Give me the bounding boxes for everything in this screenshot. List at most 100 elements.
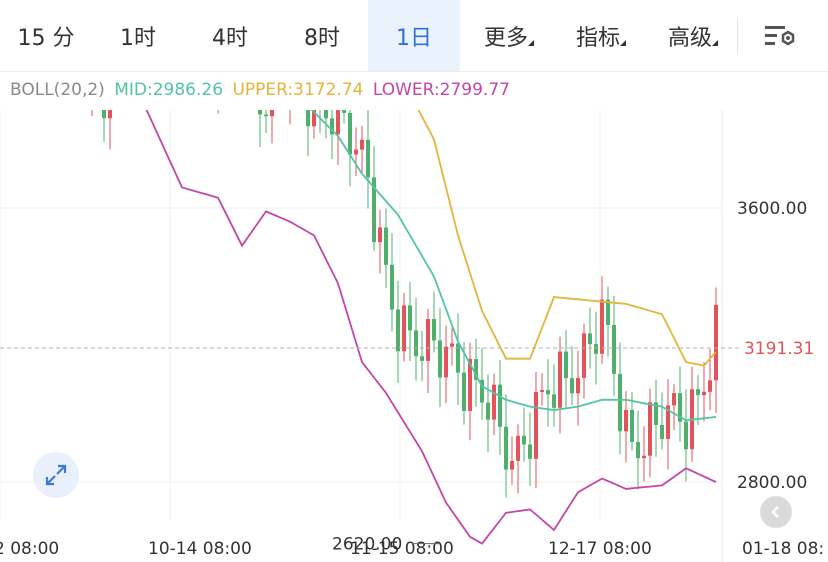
candle-body	[396, 309, 400, 352]
candle-body	[336, 110, 340, 135]
candle-body	[576, 377, 580, 394]
candle-body	[306, 110, 310, 127]
candle-body	[564, 351, 568, 379]
x-tick-label: 01-18 08:	[742, 539, 824, 559]
candle-body	[492, 384, 496, 420]
boll-upper: UPPER:3172.74	[232, 80, 364, 100]
candle-body	[456, 343, 460, 373]
candle-body	[480, 379, 484, 403]
candle-body	[654, 402, 658, 425]
candle-body	[588, 333, 592, 345]
candle-body	[384, 227, 388, 265]
candle-body	[666, 405, 670, 439]
tab-advanced-label: 高级	[667, 25, 712, 51]
candle-body	[702, 391, 706, 396]
candle-body	[546, 390, 550, 395]
boll-mid: MID:2986.26	[114, 80, 224, 100]
candle-body	[618, 373, 622, 432]
candle-body	[444, 346, 448, 378]
candle-body	[510, 460, 514, 470]
candle-body	[678, 393, 682, 422]
candle-body	[432, 319, 436, 341]
candle-body	[672, 393, 676, 406]
candle-body	[558, 351, 562, 408]
candle-body	[504, 426, 508, 470]
tab-4h[interactable]: 4时	[212, 25, 248, 51]
candle-body	[612, 324, 616, 374]
x-tick-label: 12-17 08:00	[548, 539, 652, 559]
candle-body	[270, 110, 274, 117]
candle-body	[642, 455, 646, 459]
tab-more[interactable]: 更多	[460, 0, 552, 71]
timeframe-toolbar: 15 分 1时 4时 8时 1日 更多 指标 高级	[0, 0, 828, 72]
dropdown-triangle-icon	[620, 40, 626, 46]
candle-body	[594, 344, 598, 354]
candle-body	[450, 343, 454, 347]
current-price-box	[740, 333, 828, 362]
candle-body	[108, 110, 112, 119]
candle-body	[390, 264, 394, 310]
toolbar-divider	[737, 18, 738, 54]
tab-more-label: 更多	[483, 25, 528, 51]
candle-body	[684, 421, 688, 450]
candle-body	[498, 384, 502, 427]
tab-indicators-label: 指标	[575, 25, 620, 51]
candle-body	[258, 110, 262, 115]
candle-body	[354, 149, 358, 155]
candle-body	[348, 112, 352, 155]
low-price-label: 2620.00	[332, 535, 402, 555]
y-tick-label: 3600.00	[737, 199, 807, 219]
candle-body	[648, 402, 652, 456]
y-tick-label: 2800.00	[737, 473, 807, 493]
candle-body	[426, 319, 430, 361]
chart-settings-icon[interactable]	[762, 22, 798, 50]
k-marker-icon[interactable]	[760, 496, 792, 528]
tab-15m[interactable]: 15 分	[17, 25, 75, 51]
x-tick-label: 10-14 08:00	[148, 539, 252, 559]
candle-body	[378, 227, 382, 243]
tab-1d[interactable]: 1日	[368, 0, 460, 71]
candle-body	[660, 424, 664, 439]
candle-body	[264, 114, 268, 117]
candle-body	[438, 340, 442, 378]
candle-body	[552, 394, 556, 408]
candle-body	[324, 110, 328, 119]
candle-body	[372, 177, 376, 243]
tab-advanced[interactable]: 高级	[644, 0, 736, 71]
candle-body	[528, 444, 532, 459]
candle-body	[606, 299, 610, 325]
candle-body	[366, 139, 370, 178]
tab-1h[interactable]: 1时	[120, 25, 156, 51]
tab-8h[interactable]: 8时	[304, 25, 340, 51]
candle-body	[630, 410, 634, 442]
candle-body	[102, 110, 106, 119]
x-tick-label: 2 08:00	[0, 539, 59, 559]
candle-body	[402, 305, 406, 352]
expand-chart-button[interactable]	[33, 452, 79, 498]
candle-body	[714, 304, 718, 381]
candle-body	[708, 380, 712, 392]
dropdown-triangle-icon	[712, 40, 718, 46]
candle-body	[600, 299, 604, 354]
candle-body	[360, 139, 364, 150]
expand-arrows-icon	[45, 464, 67, 486]
candle-body	[516, 435, 520, 461]
candle-body	[522, 435, 526, 445]
candle-body	[636, 441, 640, 459]
candle-body	[468, 359, 472, 411]
candlestick-chart[interactable]: 3191.314800.004400.004000.003600.002800.…	[0, 110, 828, 562]
boll-indicator-legend: BOLL(20,2) MID:2986.26 UPPER:3172.74 LOW…	[10, 80, 514, 100]
candle-body	[534, 392, 538, 459]
candle-body	[330, 118, 334, 135]
boll-lower: LOWER:2799.77	[372, 80, 510, 100]
boll-mid-line	[310, 110, 717, 422]
tab-indicators[interactable]: 指标	[552, 0, 644, 71]
current-price-label: 3191.31	[744, 339, 814, 359]
dropdown-triangle-icon	[528, 40, 534, 46]
candle-body	[462, 372, 466, 411]
candle-body	[570, 378, 574, 394]
boll-lower-line	[145, 110, 717, 545]
candle-body	[342, 110, 346, 113]
candle-body	[474, 359, 478, 380]
candle-body	[420, 356, 424, 361]
